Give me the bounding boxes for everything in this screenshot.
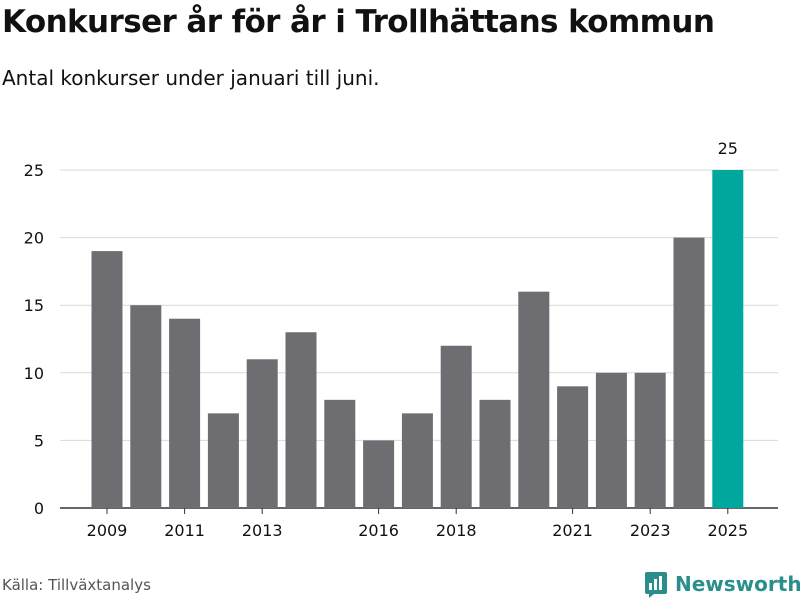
x-tick-label: 2011 xyxy=(164,521,205,540)
y-tick-label: 5 xyxy=(34,431,44,450)
bar-2014 xyxy=(285,332,317,508)
y-tick-label: 20 xyxy=(24,229,44,248)
y-tick-label: 10 xyxy=(24,364,44,383)
bar-2022 xyxy=(595,372,627,508)
bar-2013 xyxy=(246,359,278,508)
x-tick-label: 2023 xyxy=(630,521,671,540)
source-note: Källa: Tillväxtanalys xyxy=(2,576,151,594)
chart-subtitle: Antal konkurser under januari till juni. xyxy=(2,66,380,90)
x-tick-label: 2021 xyxy=(552,521,593,540)
bar-2024 xyxy=(673,237,705,508)
x-tick-label: 2009 xyxy=(87,521,128,540)
x-tick-label: 2013 xyxy=(242,521,283,540)
bar-2011 xyxy=(169,318,201,508)
bar-2019 xyxy=(479,399,511,508)
bar-2021 xyxy=(557,386,589,508)
bar-2016 xyxy=(363,440,395,508)
brand-logo: Newsworthy xyxy=(644,570,800,598)
bars xyxy=(91,170,744,508)
x-tick-label: 2016 xyxy=(358,521,399,540)
bar-2018 xyxy=(440,345,472,508)
chart-title: Konkurser år för år i Trollhättans kommu… xyxy=(2,4,715,40)
bar-2009 xyxy=(91,251,123,508)
bar-2012 xyxy=(207,413,239,508)
x-tick-label: 2018 xyxy=(436,521,477,540)
bar-2010 xyxy=(130,305,162,508)
bar-2020 xyxy=(518,291,550,508)
data-label-2025: 25 xyxy=(718,139,738,158)
y-tick-label: 0 xyxy=(34,499,44,518)
bar-2023 xyxy=(634,372,666,508)
x-tick-label: 2025 xyxy=(707,521,748,540)
y-tick-label: 15 xyxy=(24,296,44,315)
bar-2017 xyxy=(401,413,433,508)
bar-2015 xyxy=(324,399,356,508)
bar-2025 xyxy=(712,170,744,508)
newsworthy-logo-icon xyxy=(645,572,667,598)
brand-name: Newsworthy xyxy=(675,572,800,596)
y-tick-label: 25 xyxy=(24,161,44,180)
